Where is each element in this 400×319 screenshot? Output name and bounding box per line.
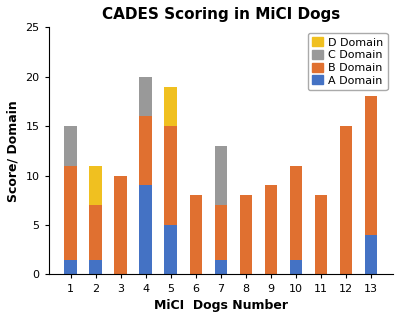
Bar <box>64 166 77 260</box>
Bar <box>214 205 227 260</box>
Bar <box>265 185 277 274</box>
Bar <box>114 175 127 274</box>
Bar <box>164 126 177 225</box>
Bar <box>365 96 378 235</box>
Bar <box>290 260 302 274</box>
Y-axis label: Score/ Domain: Score/ Domain <box>7 100 20 202</box>
Bar <box>140 77 152 116</box>
Bar <box>140 116 152 185</box>
Bar <box>340 126 352 274</box>
Bar <box>164 225 177 274</box>
Bar <box>89 205 102 260</box>
X-axis label: MiCI  Dogs Number: MiCI Dogs Number <box>154 299 288 312</box>
Bar <box>365 235 378 274</box>
Bar <box>315 195 327 274</box>
Title: CADES Scoring in MiCI Dogs: CADES Scoring in MiCI Dogs <box>102 7 340 22</box>
Bar <box>89 260 102 274</box>
Bar <box>214 260 227 274</box>
Bar <box>164 86 177 126</box>
Bar <box>140 185 152 274</box>
Bar <box>240 195 252 274</box>
Bar <box>89 166 102 205</box>
Bar <box>214 146 227 205</box>
Bar <box>190 195 202 274</box>
Bar <box>64 260 77 274</box>
Legend: D Domain, C Domain, B Domain, A Domain: D Domain, C Domain, B Domain, A Domain <box>308 33 388 90</box>
Bar <box>64 126 77 166</box>
Bar <box>290 166 302 260</box>
